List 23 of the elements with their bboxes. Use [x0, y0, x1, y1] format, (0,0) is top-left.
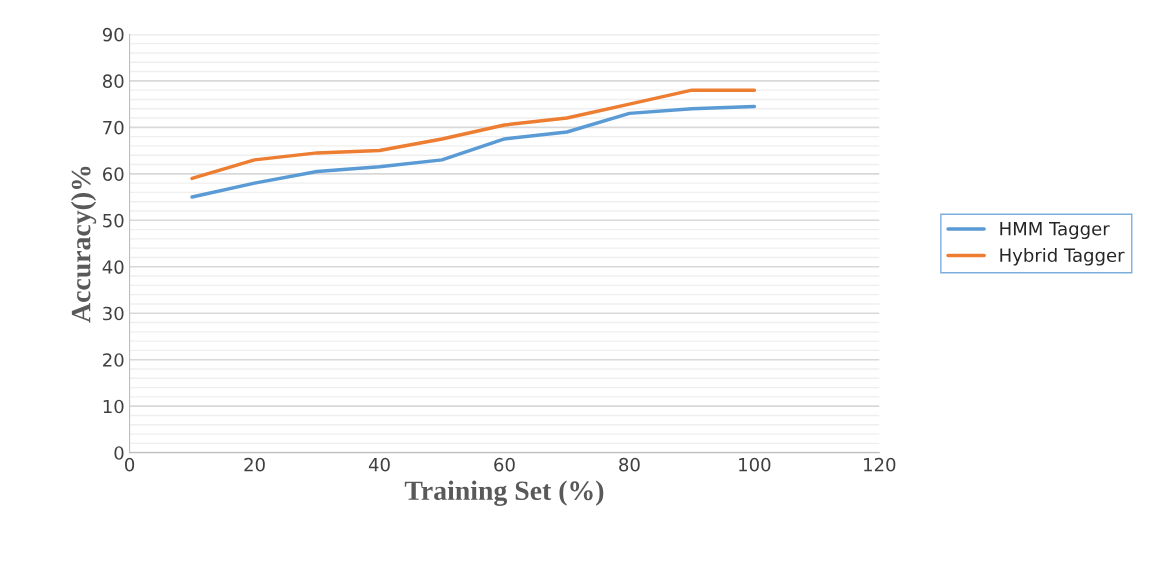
y-tick-label: 60: [103, 167, 124, 181]
y-tick-label: 50: [103, 213, 124, 228]
y-tick-label: 80: [102, 74, 124, 88]
line-series: [190, 104, 757, 199]
legend-label: Hybrid Tagger: [1000, 248, 1125, 266]
x-tick-label: 20: [244, 457, 265, 472]
y-axis-title: Accuracy()%: [70, 166, 97, 323]
y-tick-label: 0: [114, 446, 124, 460]
x-tick-label: 80: [619, 457, 640, 472]
x-axis-title: Training Set (%): [404, 480, 604, 506]
x-tick-label: 0: [125, 457, 135, 472]
y-tick-label: 70: [103, 120, 124, 135]
x-tick-label: 120: [864, 457, 896, 472]
y-tick-label: 90: [102, 27, 124, 42]
y-tick-label: 40: [102, 260, 124, 274]
line-series: [190, 88, 757, 181]
y-tick-label: 10: [103, 399, 124, 414]
y-tick-label: 20: [103, 353, 124, 367]
x-tick-label: 40: [368, 457, 390, 472]
x-tick-label: 100: [739, 457, 771, 472]
x-tick-label: 60: [494, 457, 515, 472]
legend-label: HMM Tagger: [1000, 222, 1110, 240]
y-tick-label: 30: [103, 306, 124, 321]
